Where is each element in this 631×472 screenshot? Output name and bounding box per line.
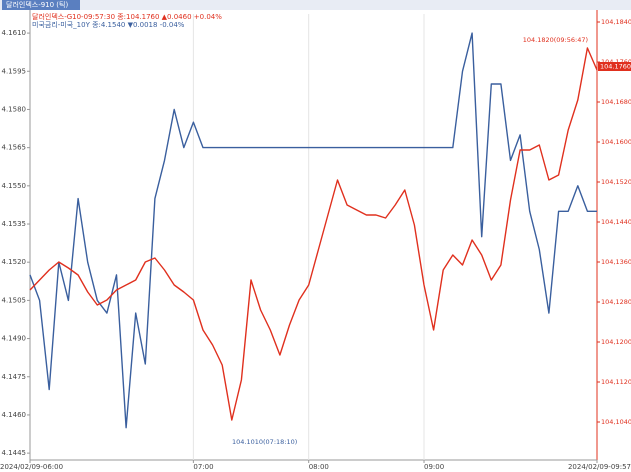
- x-tick-label: 07:00: [193, 463, 213, 471]
- y2-tick-label: 104,1360: [601, 258, 631, 266]
- legend-entry: 달러인덱스-G10-09:57:30 종:104.1760 ▲0.0460 +0…: [32, 12, 222, 21]
- y-tick-label: 4.1580: [2, 105, 27, 113]
- last-value-box: [598, 62, 631, 71]
- y2-tick-label: 104,1680: [601, 98, 631, 106]
- y-tick-label: 4.1535: [2, 220, 27, 228]
- y-tick-label: 4.1610: [2, 29, 27, 37]
- x-tick-label: 09:00: [424, 463, 444, 471]
- y2-tick-label: 104,1040: [601, 418, 631, 426]
- y2-tick-label: 104,1200: [601, 338, 631, 346]
- y2-tick-label: 104,1440: [601, 218, 631, 226]
- y-tick-label: 4.1460: [2, 411, 27, 419]
- y2-tick-label: 104,1520: [601, 178, 631, 186]
- y2-tick-label: 104,1280: [601, 298, 631, 306]
- series-line: [29, 47, 598, 421]
- y-tick-label: 4.1550: [2, 182, 27, 190]
- y-tick-label: 4.1505: [2, 296, 27, 304]
- annotation-high: 104.1820(09:56:47): [523, 36, 588, 44]
- x-tick-label: 08:00: [309, 463, 329, 471]
- y-tick-label: 4.1445: [2, 449, 27, 457]
- y2-tick-label: 104,1600: [601, 138, 631, 146]
- series-line: [29, 32, 597, 429]
- header-bar: [0, 0, 631, 10]
- y2-tick-label: 104,1840: [601, 18, 631, 26]
- legend-entry: 미국금리-미국_10Y 종:4.1540 ▼0.0018 -0.04%: [32, 20, 185, 29]
- tab-label[interactable]: 달러인덱스-910 (틱): [6, 0, 68, 9]
- x-tick-label: 2024/02/09-09:57: [568, 463, 631, 471]
- y-tick-label: 4.1490: [2, 335, 27, 343]
- tab[interactable]: [2, 0, 80, 10]
- last-value-label: 104.1760: [600, 63, 631, 71]
- x-tick-label: 2024/02/09-06:00: [0, 463, 63, 471]
- y-tick-label: 4.1595: [2, 67, 27, 75]
- y-tick-label: 4.1475: [2, 373, 27, 381]
- annotation-low: 104.1010(07:18:10): [232, 438, 297, 446]
- y-tick-label: 4.1565: [2, 144, 27, 152]
- y2-tick-label: 104,1120: [601, 378, 631, 386]
- y-tick-label: 4.1520: [2, 258, 27, 266]
